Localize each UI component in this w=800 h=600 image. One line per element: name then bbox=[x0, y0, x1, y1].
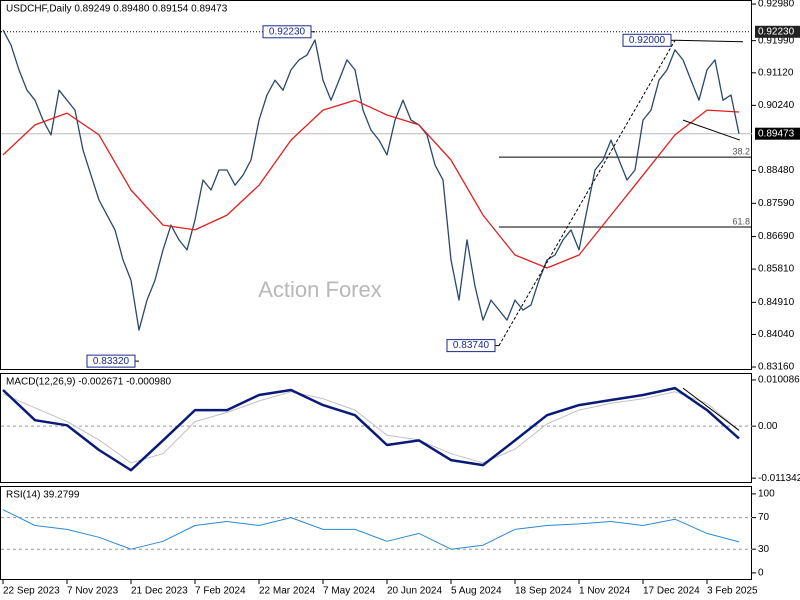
trend-line bbox=[682, 119, 740, 141]
panel-title: RSI(14) 39.2799 bbox=[6, 490, 80, 501]
x-tick-label: 3 Feb 2025 bbox=[707, 586, 758, 597]
x-tick-label: 7 May 2024 bbox=[323, 586, 376, 597]
series-line bbox=[2, 386, 740, 472]
y-tick-label: 0.92980 bbox=[758, 0, 795, 10]
annotation-box bbox=[262, 25, 312, 39]
y-tick-label: 0.00 bbox=[758, 421, 778, 432]
series-line bbox=[2, 391, 740, 464]
trend-line bbox=[498, 40, 676, 346]
reference-label-bg bbox=[755, 25, 800, 38]
y-tick-label: 0.010086 bbox=[758, 375, 800, 386]
annotation-label: 0.83320 bbox=[93, 356, 130, 367]
x-tick-label: 22 Sep 2023 bbox=[3, 586, 60, 597]
x-tick-label: 1 Nov 2024 bbox=[579, 586, 631, 597]
y-tick-label: 0.84040 bbox=[758, 329, 795, 340]
y-tick-label: 0.86690 bbox=[758, 231, 795, 242]
y-tick-label: 0.91990 bbox=[758, 35, 795, 46]
x-tick-label: 7 Nov 2023 bbox=[67, 586, 119, 597]
rsi-panel bbox=[0, 486, 752, 580]
last-price-bg bbox=[755, 127, 800, 140]
y-tick-label: 100 bbox=[758, 489, 775, 500]
series-line bbox=[2, 99, 740, 269]
last-price-label: 0.89473 bbox=[758, 128, 795, 139]
x-tick-label: 20 Jun 2024 bbox=[387, 586, 442, 597]
y-tick-label: -0.011342 bbox=[758, 473, 800, 484]
trend-line bbox=[674, 39, 744, 43]
annotation-label: 0.92000 bbox=[629, 35, 666, 46]
y-tick-label: 0.84910 bbox=[758, 297, 795, 308]
annotation-label: 0.83740 bbox=[453, 340, 490, 351]
x-tick-label: 17 Dec 2024 bbox=[643, 586, 700, 597]
panel-title: USDCHF,Daily 0.89249 0.89480 0.89154 0.8… bbox=[6, 4, 228, 15]
y-tick-label: 70 bbox=[758, 512, 770, 523]
fib-label: 61.8 bbox=[732, 216, 750, 226]
y-tick-label: 0.85810 bbox=[758, 264, 795, 275]
trend-line bbox=[682, 387, 740, 431]
panel-title: MACD(12,26,9) -0.002671 -0.000980 bbox=[6, 377, 172, 388]
x-tick-label: 21 Dec 2023 bbox=[131, 586, 188, 597]
series-line bbox=[2, 29, 740, 331]
watermark: Action Forex bbox=[258, 277, 382, 302]
reference-label: 0.92230 bbox=[758, 26, 795, 37]
annotation-box bbox=[622, 33, 672, 47]
price-panel bbox=[0, 0, 752, 370]
y-tick-label: 0.91120 bbox=[758, 67, 794, 78]
x-tick-label: 5 Aug 2024 bbox=[451, 586, 502, 597]
annotation-label: 0.92230 bbox=[269, 26, 306, 37]
y-tick-label: 0.90240 bbox=[758, 100, 795, 111]
x-tick-label: 7 Feb 2024 bbox=[195, 586, 246, 597]
y-tick-label: 0.88480 bbox=[758, 165, 795, 176]
annotation-box bbox=[446, 339, 496, 353]
x-tick-label: 18 Sep 2024 bbox=[515, 586, 572, 597]
annotation-box bbox=[86, 354, 136, 368]
macd-panel bbox=[0, 373, 752, 483]
y-tick-label: 0.83160 bbox=[758, 362, 795, 373]
y-tick-label: 30 bbox=[758, 544, 770, 555]
fib-label: 38.2 bbox=[732, 146, 750, 156]
y-tick-label: 0 bbox=[758, 568, 764, 579]
series-line bbox=[2, 509, 740, 550]
y-tick-label: 0.87590 bbox=[758, 198, 795, 209]
x-tick-label: 22 Mar 2024 bbox=[259, 586, 316, 597]
